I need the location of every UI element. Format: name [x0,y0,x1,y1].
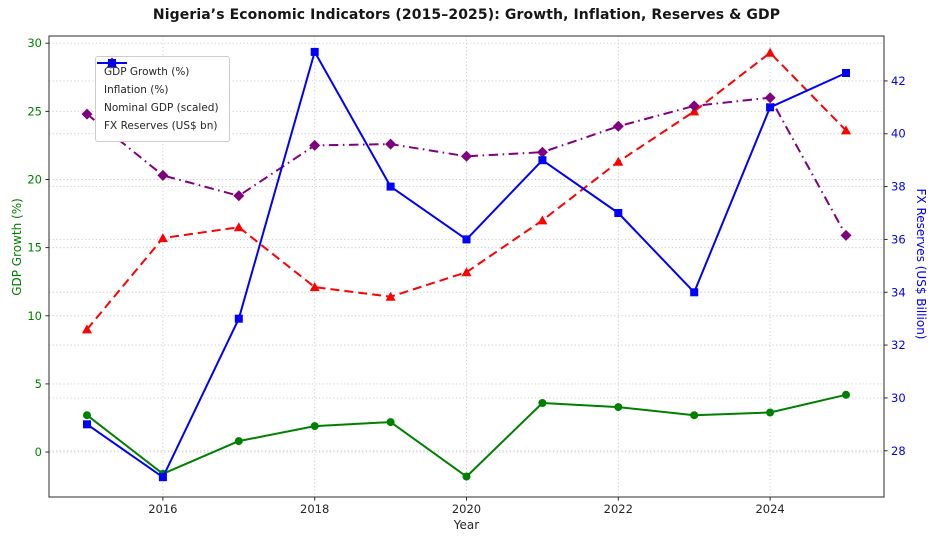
series-fx-reserves-us-bn [83,47,850,482]
legend: GDP Growth (%) Inflation (%) Nominal GDP (… [95,56,230,142]
legend-label: Inflation (%) [104,84,169,96]
svg-text:30: 30 [891,391,906,405]
legend-glyph-square [97,59,127,67]
legend-label: GDP Growth (%) [104,66,190,78]
svg-text:30: 30 [27,36,42,50]
svg-text:15: 15 [27,241,42,255]
legend-item-fx-reserves-us-bn: FX Reserves (US$ bn) [97,59,219,135]
svg-text:25: 25 [27,104,42,118]
svg-text:42: 42 [891,74,906,88]
svg-text:20: 20 [27,172,42,186]
legend-item-inflation: Inflation (%) [97,58,219,99]
svg-text:2018: 2018 [300,502,329,516]
svg-text:10: 10 [27,309,42,323]
legend-item-nominal-gdp-scaled: Nominal GDP (scaled) [97,57,219,117]
y-axis-left: 0 5 10 15 20 25 30 [27,36,49,459]
svg-text:36: 36 [891,232,906,246]
svg-text:0: 0 [35,445,42,459]
svg-text:40: 40 [891,127,906,141]
y-axis-right: 28 30 32 34 36 38 40 42 [884,74,906,458]
gridlines [49,36,884,497]
svg-text:34: 34 [891,285,906,299]
chart-title: Nigeria’s Economic Indicators (2015–2025… [152,7,781,23]
series-inflation [82,47,851,334]
legend-label: FX Reserves (US$ bn) [104,120,218,132]
svg-text:38: 38 [891,180,906,194]
x-axis: 2016 2018 2020 2022 2024 [148,497,785,516]
x-axis-label: Year [453,518,480,532]
svg-text:2024: 2024 [755,502,784,516]
svg-text:32: 32 [891,338,906,352]
svg-text:2016: 2016 [148,502,177,516]
series-nominal-gdp-scaled [81,92,852,241]
y-axis-label-right: FX Reserves (US$ Billion) [914,188,928,340]
series-gdp-growth [83,390,850,481]
svg-text:2022: 2022 [604,502,633,516]
svg-text:2020: 2020 [452,502,481,516]
legend-label: Nominal GDP (scaled) [104,102,219,114]
svg-text:5: 5 [35,377,42,391]
svg-text:28: 28 [891,444,906,458]
y-axis-label-left: GDP Growth (%) [10,198,24,296]
